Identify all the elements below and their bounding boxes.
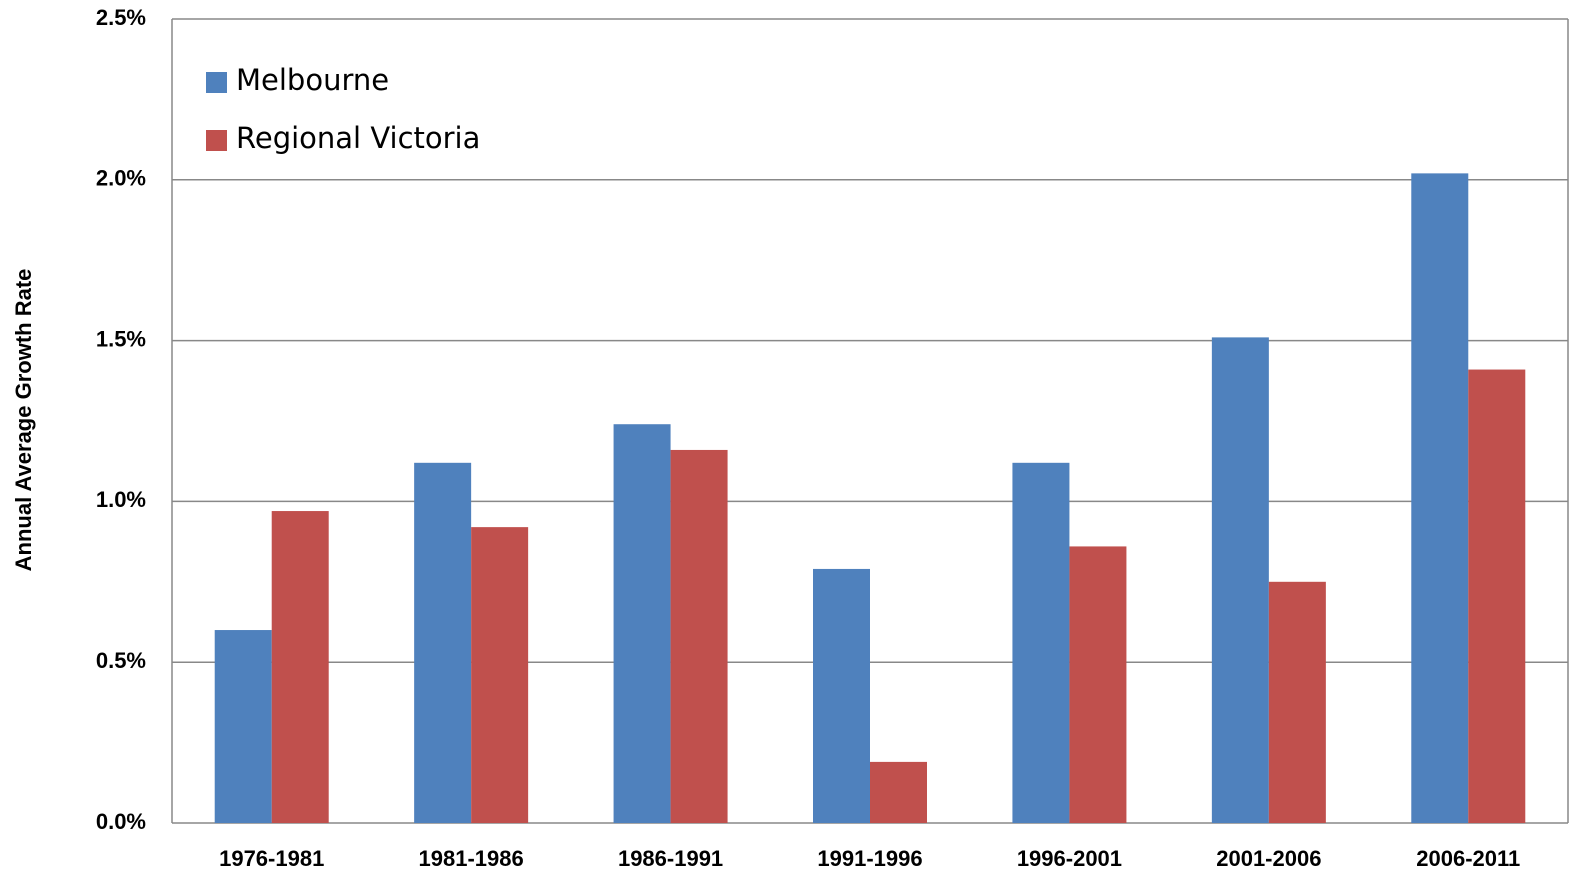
x-tick-label: 1991-1996 [817,846,922,871]
bar [1411,173,1469,824]
bar [1268,581,1326,823]
y-tick-label: 0.5% [96,648,146,673]
bar [414,462,472,823]
bar [1468,369,1526,823]
y-tick-label: 1.0% [96,487,146,512]
bar [471,527,529,823]
y-axis-label: Annual Average Growth Rate [11,269,36,572]
legend-label: Regional Victoria [236,121,480,155]
x-tick-label: 2006-2011 [1416,846,1520,871]
y-tick-label: 1.5% [96,326,146,351]
y-tick-label: 0.0% [96,809,146,834]
y-tick-label: 2.0% [96,166,146,191]
legend-swatch [206,130,227,151]
x-tick-label: 1986-1991 [618,846,723,871]
legend-swatch [206,72,227,93]
bar [613,424,671,823]
x-tick-label: 1976-1981 [219,846,324,871]
bar [813,568,870,823]
x-tick-label: 2001-2006 [1216,846,1321,871]
bar [271,511,329,823]
bar [870,761,927,823]
y-tick-label: 2.5% [96,5,146,30]
bar [670,449,728,823]
legend-label: Melbourne [236,63,389,97]
bar [1012,462,1070,823]
x-tick-label: 1981-1986 [419,846,524,871]
bar [214,630,272,823]
bar [1211,337,1269,823]
bar [1069,546,1127,823]
x-tick-label: 1996-2001 [1017,846,1122,871]
